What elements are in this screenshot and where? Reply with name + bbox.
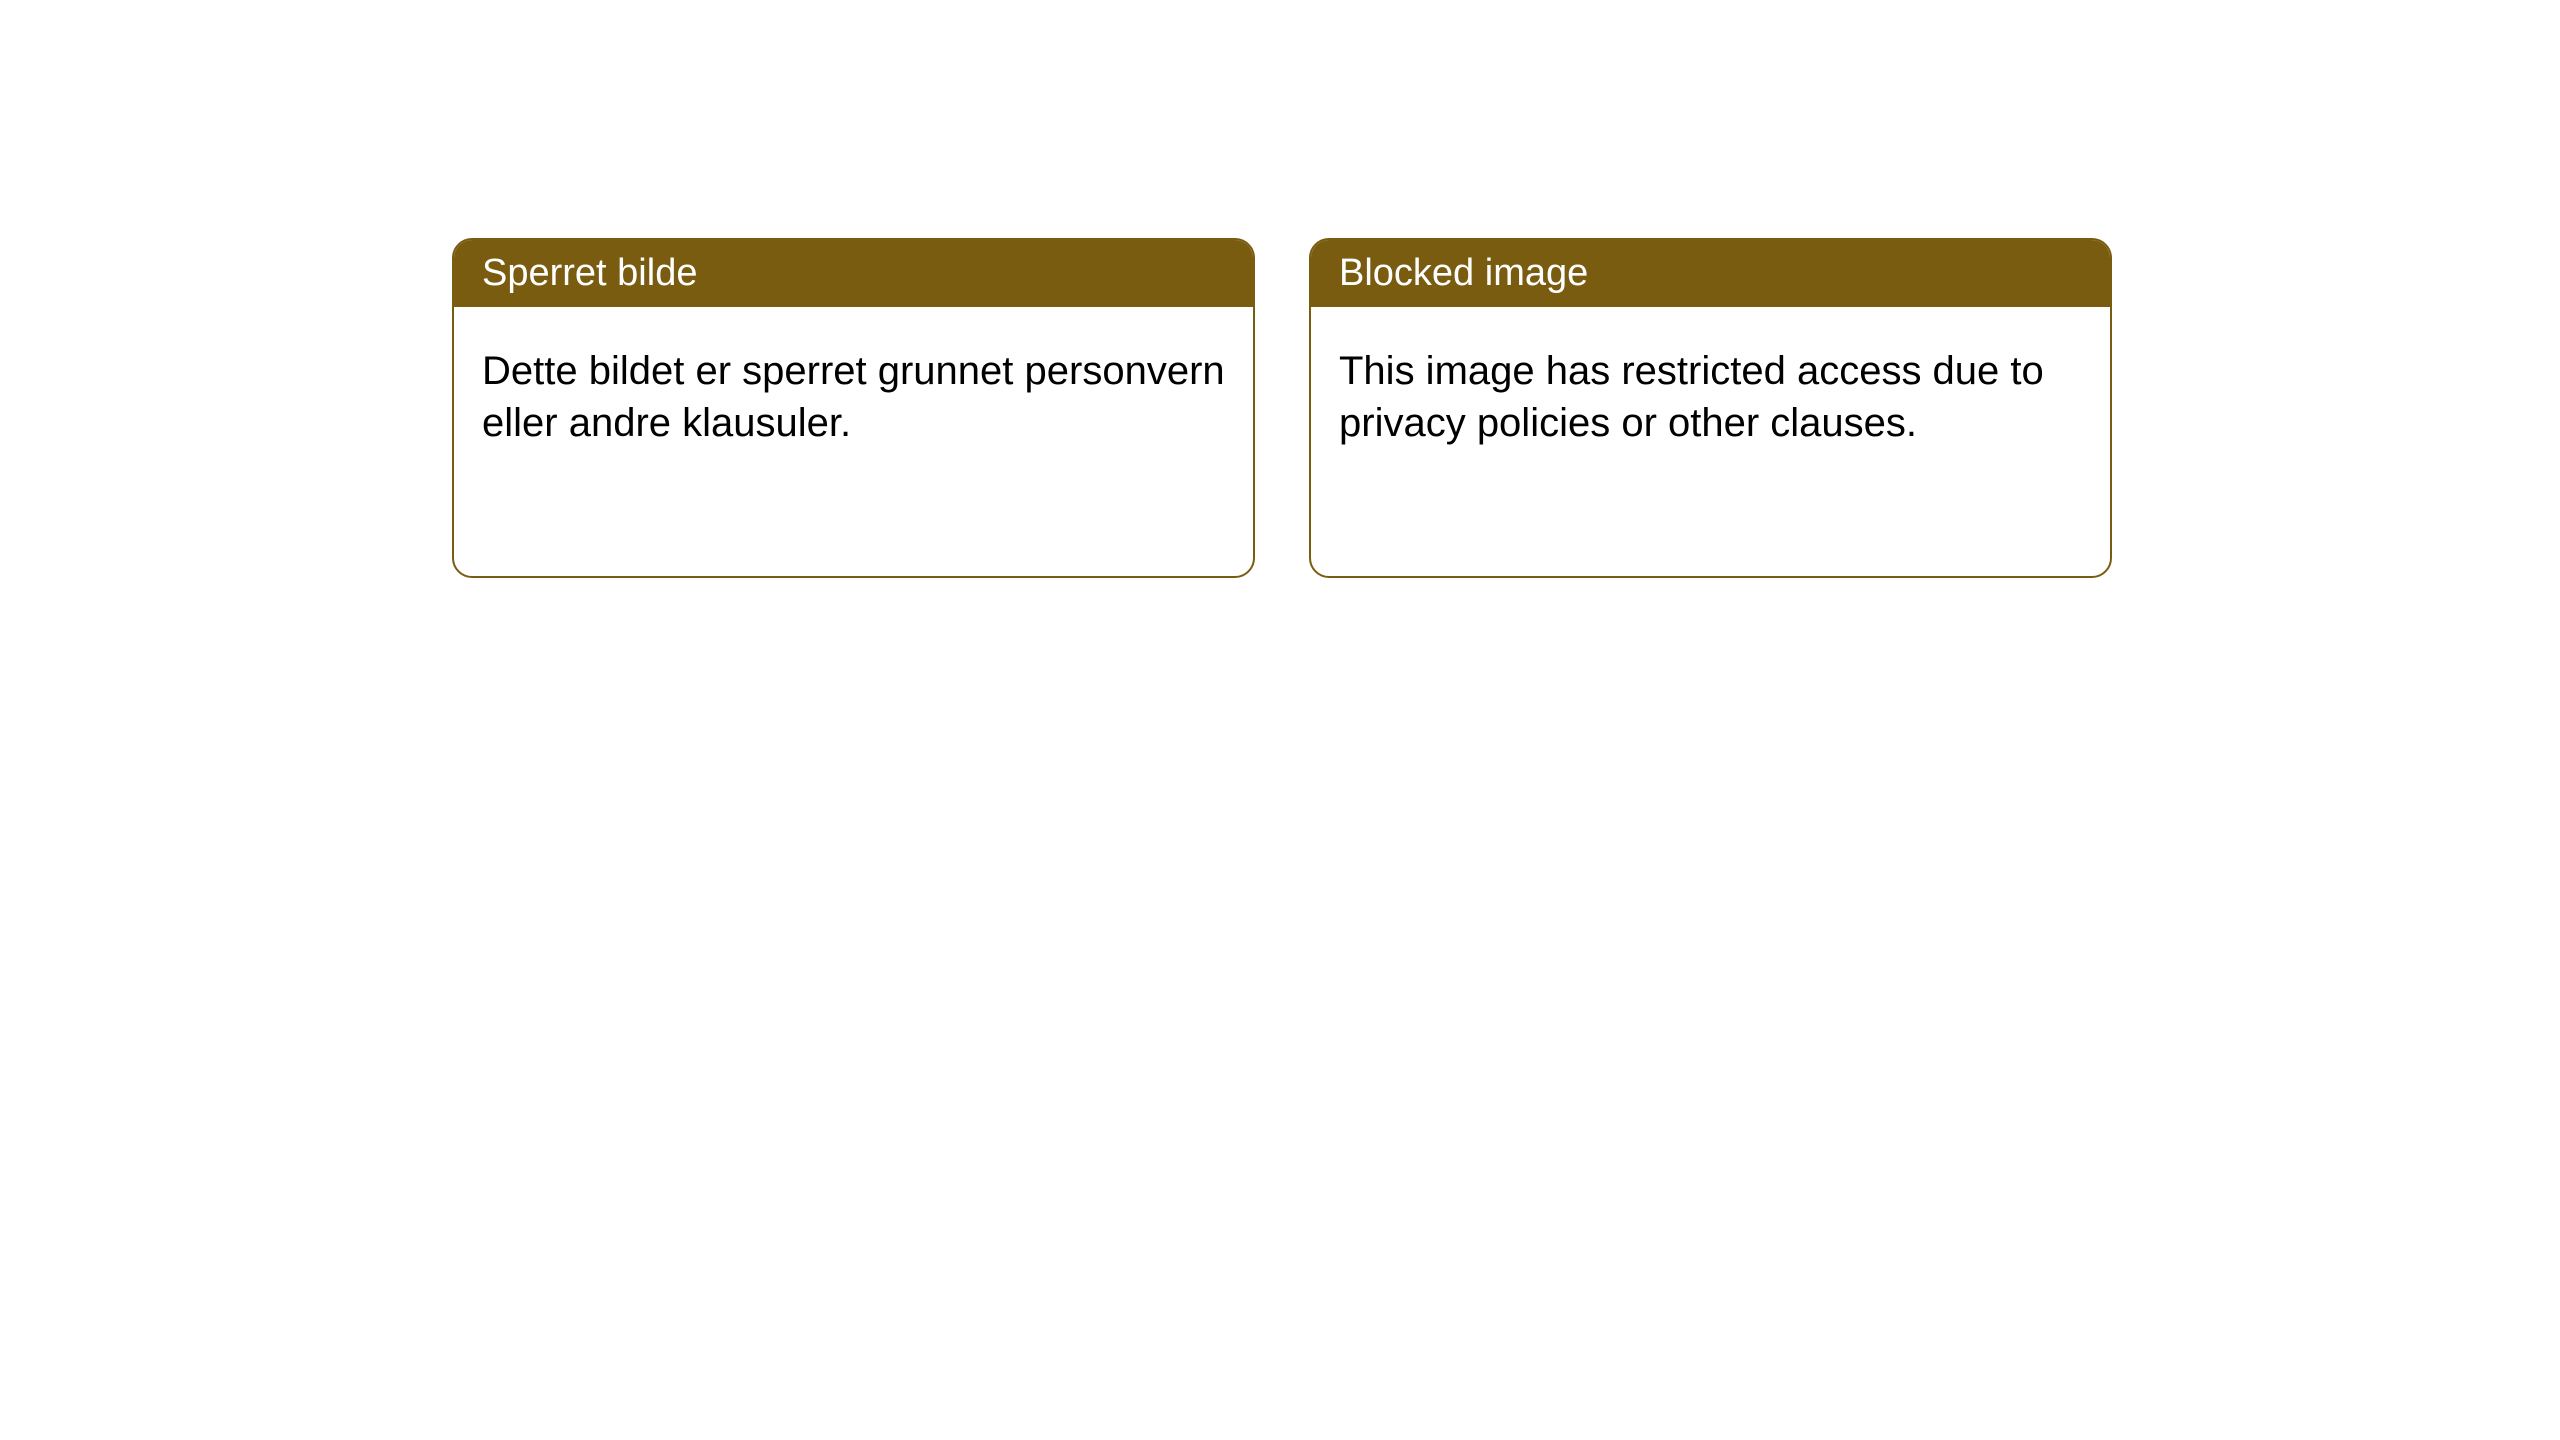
card-title: Blocked image	[1339, 252, 1588, 294]
card-body-text: This image has restricted access due to …	[1339, 349, 2044, 445]
card-title: Sperret bilde	[482, 252, 697, 294]
cards-container: Sperret bilde Dette bildet er sperret gr…	[452, 238, 2112, 578]
card-body-text: Dette bildet er sperret grunnet personve…	[482, 349, 1225, 445]
blocked-image-card-norwegian: Sperret bilde Dette bildet er sperret gr…	[452, 238, 1255, 578]
card-body: This image has restricted access due to …	[1311, 307, 2110, 487]
card-body: Dette bildet er sperret grunnet personve…	[454, 307, 1253, 487]
card-header: Blocked image	[1311, 240, 2110, 307]
blocked-image-card-english: Blocked image This image has restricted …	[1309, 238, 2112, 578]
card-header: Sperret bilde	[454, 240, 1253, 307]
